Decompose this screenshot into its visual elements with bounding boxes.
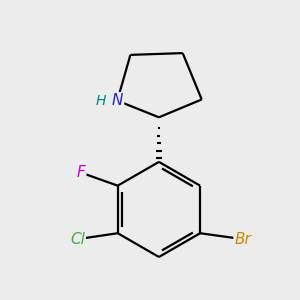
Text: H: H (96, 94, 106, 108)
Text: Br: Br (235, 232, 251, 247)
Text: Cl: Cl (70, 232, 85, 247)
Text: F: F (76, 165, 85, 180)
Text: N: N (112, 93, 123, 108)
